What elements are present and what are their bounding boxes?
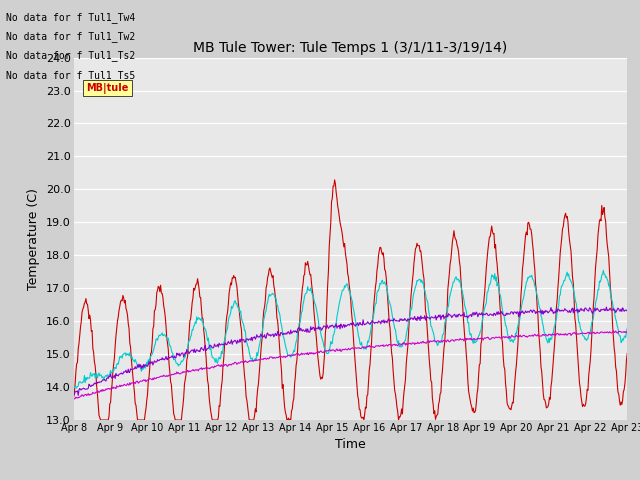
Tul1_Tw+10cm: [194, 276, 202, 282]
Tul1_Ts-32cm: [70, 396, 77, 402]
Tul1_Ts-16cm: [138, 366, 145, 372]
Tul1_Ts-16cm: [194, 348, 202, 353]
Tul1_Ts-32cm: [193, 367, 200, 372]
Tul1_Tw+10cm: [138, 417, 145, 423]
Tul1_Ts-32cm: [418, 340, 426, 346]
Tul1_Tw+10cm: [623, 351, 631, 357]
Text: No data for f Tul1_Ts5: No data for f Tul1_Ts5: [6, 70, 136, 81]
X-axis label: Time: Time: [335, 438, 366, 451]
Tul1_Ts-32cm: [80, 394, 88, 399]
Tul1_Ts-8cm: [138, 368, 145, 374]
Y-axis label: Temperature (C): Temperature (C): [28, 188, 40, 290]
Tul1_Tw+10cm: [419, 271, 427, 276]
Text: No data for f Tul1_Tw4: No data for f Tul1_Tw4: [6, 12, 136, 23]
Tul1_Ts-16cm: [435, 312, 442, 318]
Tul1_Tw+10cm: [331, 177, 339, 183]
Tul1_Ts-32cm: [222, 361, 230, 367]
Line: Tul1_Ts-8cm: Tul1_Ts-8cm: [74, 270, 627, 388]
Tul1_Ts-16cm: [223, 342, 230, 348]
Line: Tul1_Ts-16cm: Tul1_Ts-16cm: [74, 307, 627, 396]
Tul1_Tw+10cm: [70, 395, 77, 400]
Tul1_Ts-32cm: [434, 338, 442, 344]
Tul1_Ts-8cm: [600, 267, 607, 273]
Tul1_Ts-16cm: [74, 393, 82, 398]
Tul1_Tw+10cm: [435, 398, 443, 404]
Tul1_Ts-8cm: [194, 317, 202, 323]
Tul1_Ts-16cm: [70, 391, 77, 396]
Text: No data for f Tul1_Tw2: No data for f Tul1_Tw2: [6, 31, 136, 42]
Text: MB|tule: MB|tule: [86, 83, 129, 94]
Text: No data for f Tul1_Ts2: No data for f Tul1_Ts2: [6, 50, 136, 61]
Line: Tul1_Tw+10cm: Tul1_Tw+10cm: [74, 180, 627, 420]
Tul1_Ts-8cm: [435, 339, 442, 345]
Tul1_Ts-16cm: [623, 308, 631, 314]
Tul1_Tw+10cm: [223, 313, 230, 319]
Tul1_Ts-8cm: [419, 280, 426, 286]
Tul1_Ts-8cm: [81, 372, 88, 378]
Tul1_Ts-16cm: [81, 386, 88, 392]
Tul1_Ts-32cm: [623, 329, 631, 335]
Tul1_Ts-32cm: [609, 328, 617, 334]
Tul1_Ts-8cm: [223, 327, 230, 333]
Tul1_Ts-32cm: [137, 378, 145, 384]
Line: Tul1_Ts-32cm: Tul1_Ts-32cm: [74, 331, 627, 399]
Tul1_Ts-16cm: [419, 314, 426, 320]
Tul1_Tw+10cm: [80, 304, 88, 310]
Tul1_Ts-16cm: [603, 304, 611, 310]
Tul1_Ts-8cm: [73, 385, 81, 391]
Title: MB Tule Tower: Tule Temps 1 (3/1/11-3/19/14): MB Tule Tower: Tule Temps 1 (3/1/11-3/19…: [193, 41, 508, 55]
Tul1_Ts-8cm: [623, 325, 631, 331]
Tul1_Tw+10cm: [97, 417, 104, 423]
Tul1_Ts-8cm: [70, 385, 77, 391]
